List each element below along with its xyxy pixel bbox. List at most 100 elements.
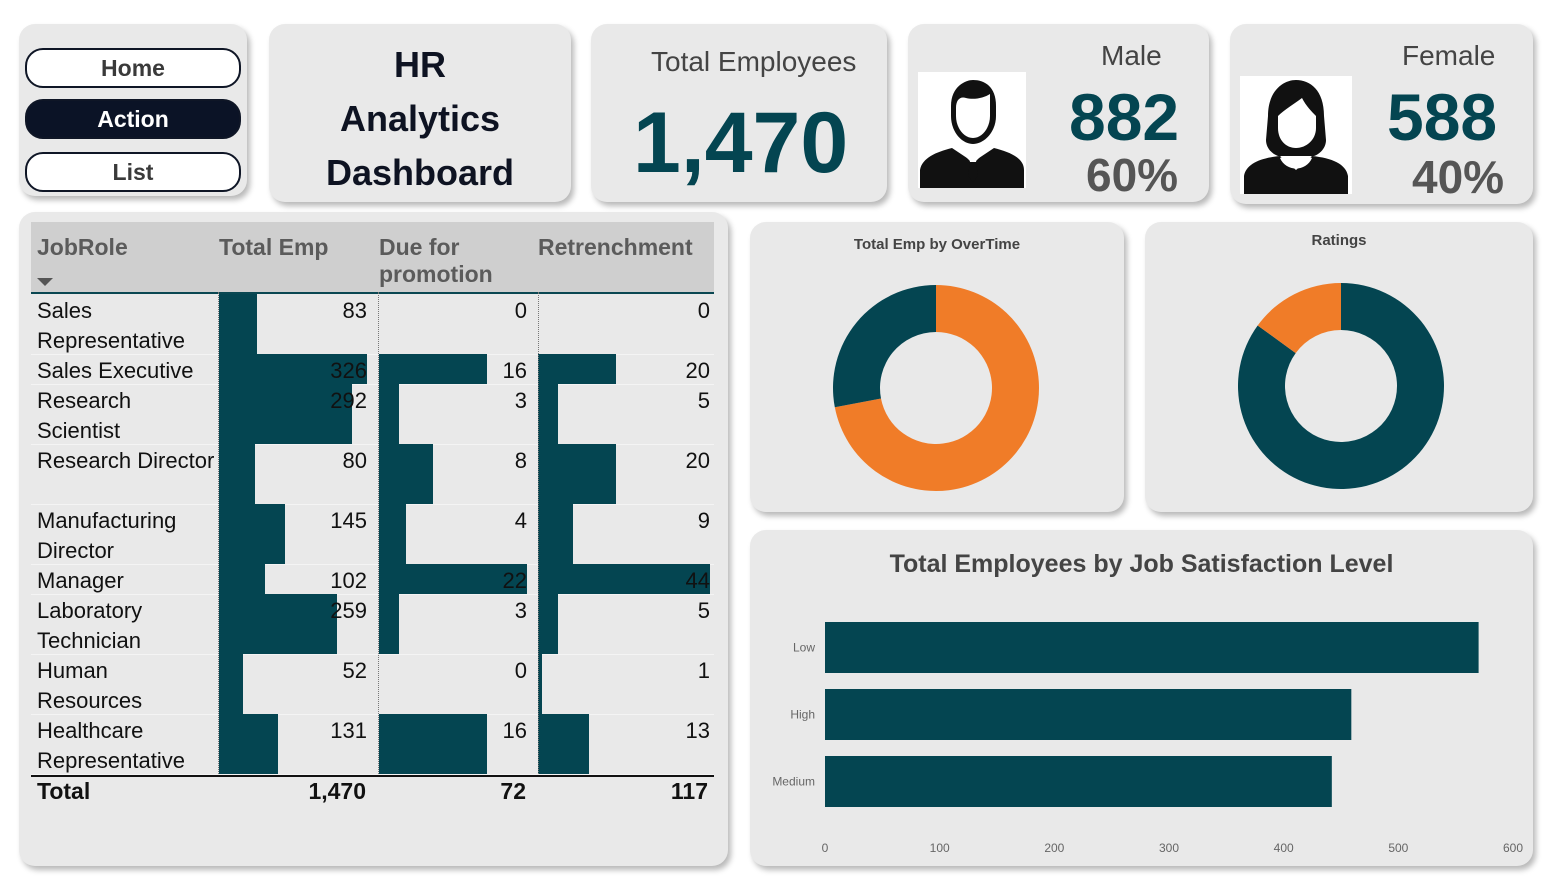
retrenchment-cell: 5: [697, 598, 710, 623]
total-employees-label: Total Employees: [651, 46, 857, 77]
ratings-chart-card: Ratings: [1145, 222, 1533, 512]
total-emp-cell: 131: [330, 718, 367, 743]
promotion-cell: 3: [514, 598, 527, 623]
promotion-data-bar: [379, 594, 400, 654]
bar-low[interactable]: [825, 622, 1479, 673]
donut-slice-0[interactable]: [834, 285, 1039, 492]
table-row[interactable]: Research Scientist 292 3 5: [31, 384, 714, 445]
retrenchment-data-bar: [538, 714, 589, 774]
retrenchment-cell: 1: [697, 658, 710, 683]
retrenchment-cell: 20: [685, 448, 710, 473]
category-label: Low: [793, 641, 815, 655]
overtime-donut-chart: [833, 285, 1039, 492]
x-tick-label: 0: [822, 841, 829, 855]
total-emp-cell: 259: [330, 598, 367, 623]
column-header-retrenchment[interactable]: Retrenchment: [538, 234, 693, 260]
promotion-data-bar: [379, 444, 433, 504]
male-count: 882: [1069, 80, 1180, 154]
total-emp-cell: 52: [342, 658, 367, 683]
total-emp-data-bar: [219, 594, 337, 654]
jobrole-cell: Manager: [37, 568, 124, 593]
table-row[interactable]: Sales Representative 83 0 0: [31, 294, 714, 355]
total-label: Total: [37, 778, 91, 804]
retrenchment-cell: 9: [697, 508, 710, 533]
retrenchment-data-bar: [538, 354, 617, 384]
table-header: JobRole Total Emp Due for promotion Retr…: [31, 222, 714, 294]
total-emp-data-bar: [219, 654, 243, 714]
action-button[interactable]: Action: [25, 99, 241, 139]
table-row[interactable]: Healthcare Representative 131 16 13: [31, 714, 714, 775]
list-button[interactable]: List: [25, 152, 241, 192]
job-satisfaction-chart-title: Total Employees by Job Satisfaction Leve…: [889, 550, 1394, 578]
total-retrenchment-total: 117: [670, 778, 708, 804]
column-header-jobrole[interactable]: JobRole: [37, 234, 128, 260]
x-tick-label: 300: [1159, 841, 1179, 855]
total-emp-cell: 80: [342, 448, 367, 473]
total-emp-data-bar: [219, 294, 257, 354]
column-separator: [538, 292, 539, 774]
x-tick-label: 400: [1274, 841, 1294, 855]
table-row[interactable]: Human Resources 52 0 1: [31, 654, 714, 715]
male-card: Male 882 60%: [908, 24, 1209, 202]
category-label: Medium: [772, 775, 815, 789]
jobrole-cell: Sales Representative: [37, 298, 185, 353]
jobrole-cell: Sales Executive: [37, 358, 194, 383]
bar-high[interactable]: [825, 689, 1352, 740]
total-emp-data-bar: [219, 714, 279, 774]
total-emp-cell: 145: [330, 508, 367, 533]
total-emp-data-bar: [219, 504, 285, 564]
female-count: 588: [1387, 80, 1498, 154]
ratings-donut-chart: [1238, 283, 1444, 489]
sort-descending-icon[interactable]: [37, 278, 53, 286]
donut-slice-0[interactable]: [1238, 283, 1444, 489]
male-user-icon: [918, 72, 1026, 188]
jobrole-cell: Healthcare Representative: [37, 718, 185, 773]
jobrole-cell: Research Scientist: [37, 388, 132, 443]
x-tick-label: 600: [1503, 841, 1523, 855]
promotion-cell: 16: [502, 358, 527, 383]
male-label: Male: [1101, 40, 1162, 71]
overtime-chart-title: Total Emp by OverTime: [853, 236, 1021, 253]
table-row[interactable]: Manager 102 22 44: [31, 564, 714, 595]
female-card: Female 588 40%: [1230, 24, 1533, 204]
table-row[interactable]: Sales Executive 326 16 20: [31, 354, 714, 385]
column-header-total-emp[interactable]: Total Emp: [219, 234, 329, 260]
column-header-due-for-promotion[interactable]: Due for promotion: [379, 234, 493, 287]
title-line-1: HR: [394, 44, 446, 85]
jobrole-cell: Human Resources: [37, 658, 143, 713]
promotion-data-bar: [379, 714, 487, 774]
column-separator: [218, 292, 219, 774]
donut-slice-1[interactable]: [1257, 283, 1341, 354]
home-button[interactable]: Home: [25, 48, 241, 88]
ratings-chart-title: Ratings: [1311, 232, 1367, 249]
promotion-data-bar: [379, 564, 527, 594]
total-emp-cell: 292: [330, 388, 367, 413]
retrenchment-cell: 44: [685, 568, 710, 593]
promotion-cell: 16: [502, 718, 527, 743]
x-tick-label: 200: [1044, 841, 1064, 855]
retrenchment-data-bar: [538, 384, 558, 444]
total-employees-card: Total Employees 1,470: [591, 24, 887, 202]
retrenchment-cell: 5: [697, 388, 710, 413]
total-emp-data-bar: [219, 564, 266, 594]
total-emp-data-bar: [219, 354, 367, 384]
table-row[interactable]: Research Director 80 8 20: [31, 444, 714, 505]
overtime-chart-card: Total Emp by OverTime: [750, 222, 1124, 512]
female-label: Female: [1402, 40, 1496, 71]
bar-medium[interactable]: [825, 756, 1332, 807]
total-employees-value: 1,470: [633, 95, 849, 191]
job-satisfaction-bar-chart: Low High Medium 0 100 200 300 400 500 600: [772, 622, 1523, 855]
nav-card: Home Action List: [19, 24, 247, 196]
female-user-icon: [1240, 76, 1352, 194]
x-tick-label: 500: [1388, 841, 1408, 855]
table-row[interactable]: Manufacturing Director 145 4 9: [31, 504, 714, 565]
dashboard-title: HR Analytics Dashboard: [269, 38, 571, 200]
promotion-cell: 3: [514, 388, 527, 413]
female-percent: 40%: [1412, 151, 1505, 203]
table-row[interactable]: Laboratory Technician 259 3 5: [31, 594, 714, 655]
donut-slice-1[interactable]: [833, 285, 936, 408]
promotion-cell: 0: [514, 298, 527, 323]
retrenchment-data-bar: [538, 564, 710, 594]
promotion-cell: 0: [514, 658, 527, 683]
title-line-3: Dashboard: [325, 152, 515, 193]
